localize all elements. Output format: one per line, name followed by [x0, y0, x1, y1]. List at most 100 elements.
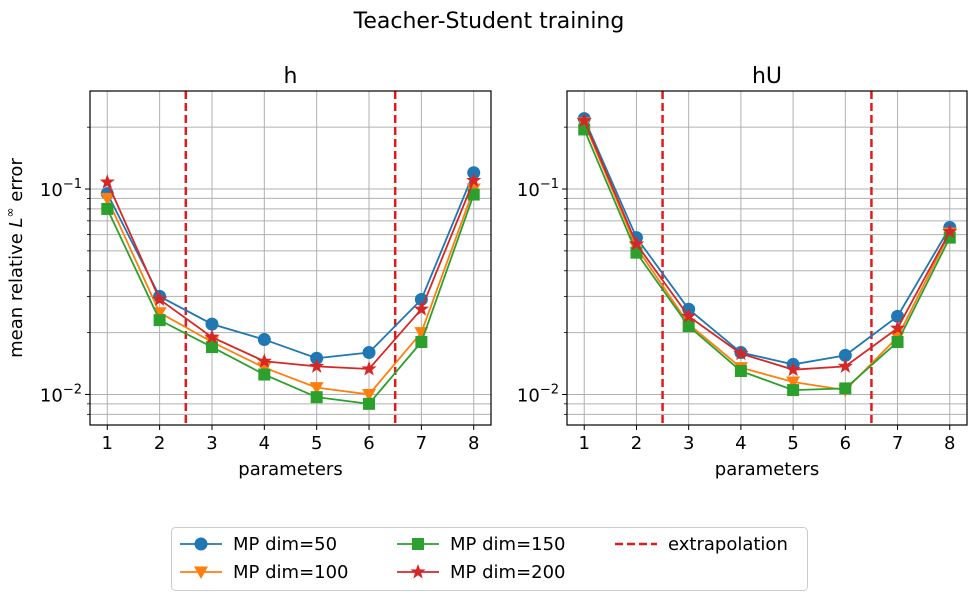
x-axis-label: parameters — [238, 459, 342, 480]
y-axis-label-prefix: mean relative — [6, 227, 27, 357]
data-point — [257, 333, 271, 347]
legend-marker — [410, 564, 426, 579]
data-point — [101, 202, 114, 215]
y-axis-label-superscript: ∞ — [3, 207, 17, 217]
legend-entry-mp-dim-50: MP dim=50 — [180, 534, 337, 555]
figure-title: Teacher-Student training — [353, 9, 625, 34]
major-gridlines — [90, 91, 491, 425]
y-tick-exponent: −2 — [63, 382, 82, 397]
legend-entry-mp-dim-150: MP dim=150 — [397, 534, 566, 555]
y-tick-base: 10 — [40, 385, 63, 406]
legend-label: MP dim=150 — [450, 534, 566, 555]
data-point — [309, 358, 325, 373]
data-point — [152, 291, 168, 306]
minor-gridlines — [90, 126, 491, 415]
data-point — [733, 345, 749, 361]
axes-frame — [566, 90, 968, 426]
series-line — [106, 172, 475, 360]
data-point — [153, 314, 166, 327]
legend-label: extrapolation — [668, 534, 788, 555]
data-point — [681, 308, 697, 323]
series-line — [106, 188, 475, 396]
x-tick-label: 2 — [154, 433, 165, 454]
x-tick-label: 5 — [787, 433, 798, 454]
data-point — [628, 235, 645, 251]
y-tick-base: 10 — [40, 180, 63, 201]
x-tick-label: 4 — [259, 433, 270, 454]
data-point — [362, 388, 377, 402]
series-mp-dim-200 — [99, 172, 482, 376]
series-mp-dim-200 — [576, 112, 958, 377]
y-tick-label: 10−2 — [40, 382, 82, 406]
y-tick-label: 10−1 — [40, 177, 82, 201]
data-point — [786, 376, 801, 389]
data-point — [256, 353, 272, 368]
minor-gridlines — [567, 126, 967, 415]
data-point — [889, 320, 906, 335]
data-point — [204, 329, 220, 344]
x-tick-label: 3 — [683, 433, 694, 454]
data-point — [630, 246, 643, 259]
y-tick-exponent: −1 — [63, 177, 82, 192]
series-line — [583, 122, 951, 392]
x-tick-label: 7 — [416, 433, 427, 454]
legend-entry-extrapolation: extrapolation — [615, 534, 788, 555]
x-tick-label: 8 — [944, 433, 955, 454]
x-tick-label: 2 — [631, 433, 642, 454]
data-point — [310, 351, 324, 365]
data-point — [891, 309, 905, 323]
y-axis-label-math: L — [6, 217, 27, 227]
y-tick-base: 10 — [517, 385, 540, 406]
series-mp-dim-150 — [101, 188, 480, 410]
x-tick-label: 6 — [840, 433, 851, 454]
legend-label: MP dim=50 — [233, 534, 337, 555]
y-axis-label-suffix: error — [6, 158, 27, 208]
y-tick-exponent: −2 — [540, 382, 559, 397]
legend: MP dim=50 MP dim=100 MP dim=150 MP dim=200 e… — [171, 527, 808, 591]
series-line — [583, 118, 951, 366]
data-point — [466, 172, 482, 187]
data-point — [100, 192, 115, 206]
data-point — [787, 384, 800, 397]
legend-frame — [171, 527, 808, 591]
data-point — [205, 341, 218, 354]
data-point — [361, 361, 377, 376]
data-point — [415, 336, 428, 349]
data-point — [942, 223, 958, 239]
legend-label: MP dim=100 — [233, 562, 349, 583]
x-tick-label: 1 — [102, 433, 113, 454]
series-line — [106, 180, 475, 370]
legend-entry-mp-dim-200: MP dim=200 — [397, 562, 566, 583]
legend-entry-mp-dim-100: MP dim=100 — [180, 562, 349, 583]
x-axis-label: parameters — [715, 459, 819, 480]
x-tick-label: 3 — [206, 433, 217, 454]
data-point — [152, 307, 167, 320]
y-tick-label: 10−2 — [517, 382, 559, 406]
series-mp-dim-150 — [578, 123, 956, 397]
y-tick-exponent: −1 — [540, 177, 559, 192]
data-point — [785, 361, 801, 377]
x-tick-label: 7 — [892, 433, 903, 454]
data-point — [362, 346, 376, 360]
data-point — [838, 348, 852, 362]
x-tick-label: 1 — [579, 433, 590, 454]
legend-marker — [412, 538, 424, 550]
legend-marker — [194, 566, 208, 579]
data-point — [99, 174, 115, 189]
y-tick-base: 10 — [517, 180, 540, 201]
data-point — [467, 188, 480, 201]
x-tick-label: 8 — [468, 433, 479, 454]
data-point — [363, 397, 376, 410]
x-tick-label: 5 — [311, 433, 322, 454]
legend-label: MP dim=200 — [450, 562, 566, 583]
data-point — [734, 365, 747, 378]
series-line — [106, 194, 475, 405]
data-point — [413, 301, 429, 316]
legend-marker — [194, 537, 208, 551]
data-point — [309, 382, 324, 395]
data-point — [839, 382, 852, 395]
x-tick-label: 6 — [363, 433, 374, 454]
y-tick-label: 10−1 — [517, 177, 559, 201]
x-tick-label: 4 — [735, 433, 746, 454]
